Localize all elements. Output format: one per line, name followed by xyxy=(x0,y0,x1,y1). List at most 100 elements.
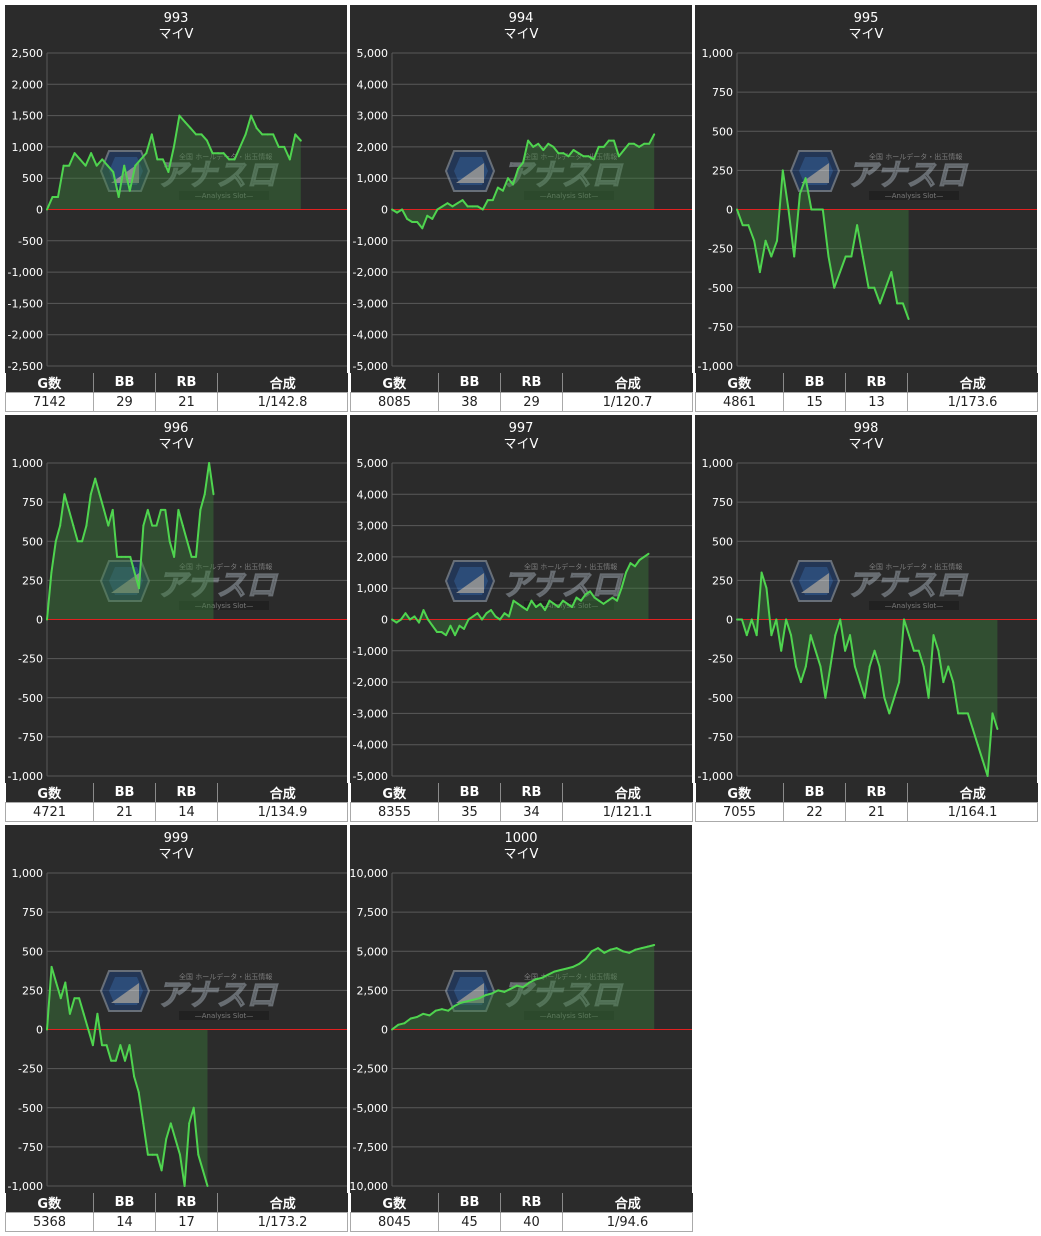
data-point xyxy=(922,665,925,668)
data-point xyxy=(532,145,535,148)
y-tick-label: 1,000 xyxy=(357,582,389,595)
stats-value-bb: 45 xyxy=(438,1212,501,1232)
data-point xyxy=(146,508,149,511)
data-point xyxy=(272,133,275,136)
data-point xyxy=(927,696,930,699)
data-point xyxy=(861,255,864,258)
data-point xyxy=(91,1044,94,1047)
chart-subtitle: マイV xyxy=(504,27,539,42)
data-point xyxy=(638,559,641,562)
stats-table: G数 BB RB 合成 5368 14 17 1/173.2 xyxy=(5,1193,348,1232)
data-point xyxy=(46,618,48,621)
data-point xyxy=(434,1009,437,1012)
data-point xyxy=(653,133,656,136)
data-point xyxy=(391,618,393,621)
y-tick-label: 1,000 xyxy=(12,867,44,880)
chart-panel: 994 マイV 5,000 4,000 3,000 2,000 1,000 0 -1,000 -2… xyxy=(350,5,693,413)
data-point xyxy=(849,634,852,637)
data-point xyxy=(750,618,753,621)
stats-header: 合成 xyxy=(562,373,693,393)
y-tick-label: 1,000 xyxy=(357,172,389,185)
data-point xyxy=(101,158,104,161)
data-point xyxy=(760,571,763,574)
data-point xyxy=(775,618,778,621)
data-point xyxy=(116,555,119,558)
data-point xyxy=(622,149,625,152)
data-point xyxy=(539,602,542,605)
stats-header: BB xyxy=(438,1193,501,1213)
data-point xyxy=(819,665,822,668)
stats-header: BB xyxy=(93,783,156,803)
data-point xyxy=(535,605,537,608)
stats-header: G数 xyxy=(695,373,784,393)
data-point xyxy=(809,634,812,637)
y-tick-label: -500 xyxy=(708,282,733,295)
data-point xyxy=(189,127,192,130)
data-point xyxy=(617,155,620,158)
data-point xyxy=(138,587,141,590)
data-point xyxy=(508,615,510,618)
chart-title: 995 xyxy=(854,11,879,26)
data-point xyxy=(494,615,497,618)
stats-table: G数 BB RB 合成 4861 15 13 1/173.6 xyxy=(695,373,1038,412)
data-point xyxy=(537,142,540,145)
chart-subtitle: マイV xyxy=(849,27,884,42)
data-point xyxy=(95,164,98,167)
data-point xyxy=(653,943,656,946)
data-point xyxy=(577,152,580,155)
y-tick-label: -1,000 xyxy=(353,645,388,658)
data-point xyxy=(879,302,881,305)
stats-header: G数 xyxy=(350,373,439,393)
data-point xyxy=(228,158,231,161)
watermark-tagline: 全国 ホールデータ・出玉情報 xyxy=(524,562,617,571)
y-tick-label: 4,000 xyxy=(357,488,389,501)
data-point xyxy=(440,1008,443,1011)
stats-table: G数 BB RB 合成 4721 21 14 1/134.9 xyxy=(5,783,348,822)
chart-subtitle: マイV xyxy=(849,437,884,452)
data-point xyxy=(858,681,861,684)
data-point xyxy=(427,618,429,621)
y-tick-label: 250 xyxy=(712,574,733,587)
data-point xyxy=(57,195,60,198)
data-point xyxy=(868,665,871,668)
data-point xyxy=(991,712,994,715)
data-point xyxy=(186,540,189,543)
data-point xyxy=(952,681,955,684)
data-point xyxy=(463,627,465,630)
data-point xyxy=(898,681,901,684)
data-point xyxy=(873,649,876,652)
y-tick-label: 5,000 xyxy=(357,945,389,958)
data-point xyxy=(839,618,842,621)
watermark-title: アナスロ xyxy=(157,568,278,603)
data-point xyxy=(634,565,636,568)
data-point xyxy=(572,965,575,968)
data-point xyxy=(458,624,461,627)
data-point xyxy=(81,540,84,543)
stats-header: 合成 xyxy=(562,1193,693,1213)
data-point xyxy=(409,1017,412,1020)
data-point xyxy=(764,239,767,242)
data-point xyxy=(747,224,750,227)
data-point xyxy=(454,634,456,637)
stats-header: BB xyxy=(783,783,846,803)
y-tick-label: -500 xyxy=(708,692,733,705)
data-point xyxy=(584,593,587,596)
y-tick-label: -5,000 xyxy=(353,360,388,373)
chart-area: 998 マイV 1,000 750 500 250 0 -250 -500 -750 -1,000 ア… xyxy=(695,415,1037,783)
data-point xyxy=(901,302,904,305)
data-point xyxy=(94,477,97,480)
y-tick-label: -250 xyxy=(18,653,43,666)
watermark-tagline: 全国 ホールデータ・出玉情報 xyxy=(179,562,272,571)
stats-value-bb: 21 xyxy=(93,802,156,822)
stats-value-rb: 14 xyxy=(155,802,218,822)
data-point xyxy=(422,1012,425,1015)
data-point xyxy=(128,189,131,192)
stats-data-row: 8085 38 29 1/120.7 xyxy=(350,392,693,412)
data-point xyxy=(741,224,744,227)
data-point xyxy=(794,665,797,668)
y-tick-label: 5,000 xyxy=(357,457,389,470)
data-point xyxy=(161,158,164,161)
data-point xyxy=(816,208,819,211)
stats-data-row: 4721 21 14 1/134.9 xyxy=(5,802,348,822)
